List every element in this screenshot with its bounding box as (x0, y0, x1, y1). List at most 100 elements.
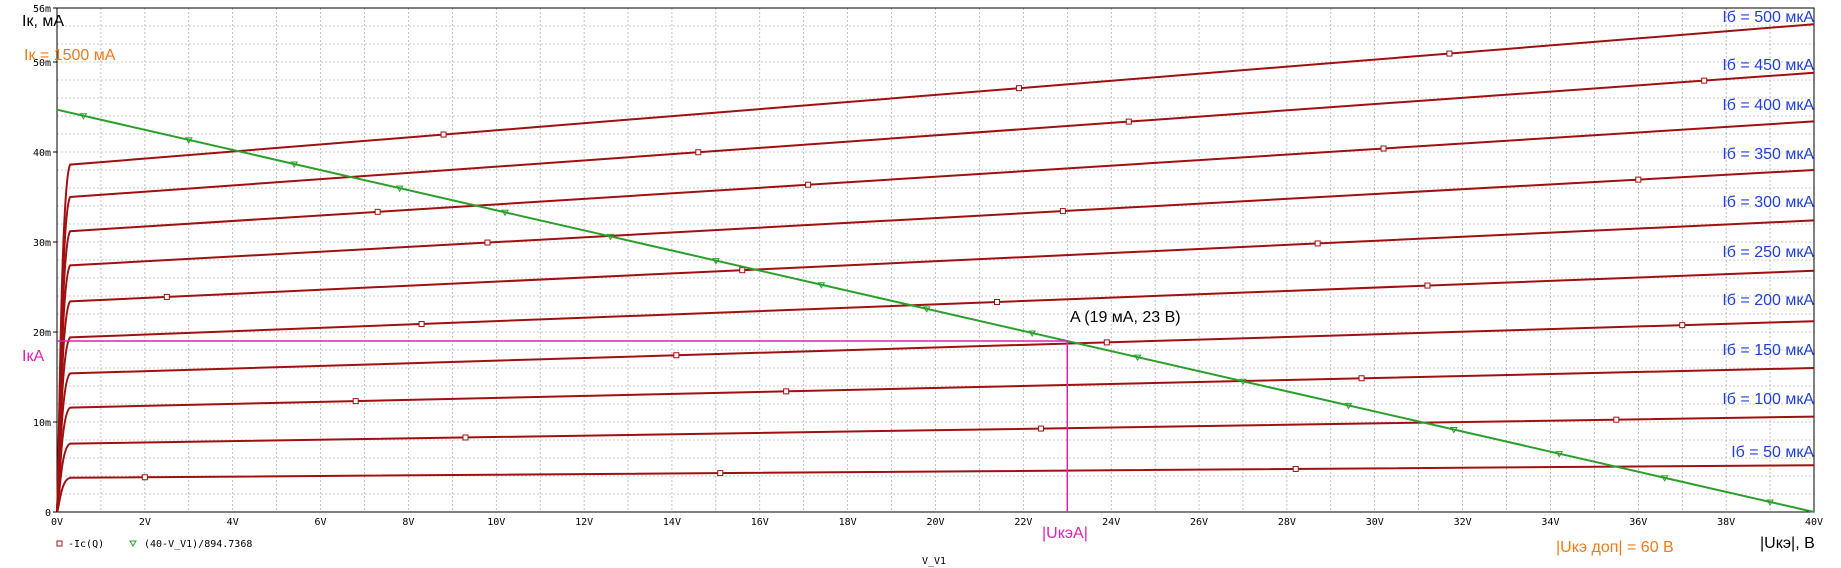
x-axis-label: V_V1 (922, 556, 946, 567)
load-line-marker (501, 209, 509, 217)
grid (57, 8, 1814, 512)
x-tick-label: 14V (663, 517, 681, 528)
y-tick-label: 10m (33, 418, 51, 429)
ib-label: Iб = 150 мкА (1722, 342, 1814, 359)
x-tick-label: 30V (1366, 517, 1384, 528)
curve-marker (462, 434, 469, 441)
curve-marker (739, 267, 746, 274)
ib-labels: Iб = 500 мкА Iб = 450 мкА Iб = 400 мкА Iб =… (1722, 9, 1814, 461)
ib-label: Iб = 500 мкА (1722, 9, 1814, 26)
load-line-marker (711, 258, 720, 265)
x-tick-label: 34V (1541, 517, 1559, 528)
curve-marker (1314, 240, 1321, 247)
legend-item-loadline: (40-V_V1)/894.7368 (144, 539, 252, 550)
load-line-marker (1133, 354, 1142, 362)
curve-ib-500 (56, 23, 1815, 513)
y-axis-title: Iк, мА (22, 13, 64, 30)
ika-label: IкА (22, 348, 44, 365)
curve-marker (1701, 77, 1708, 84)
curve-marker (1292, 465, 1299, 472)
ib-label: Iб = 100 мкА (1722, 391, 1814, 408)
load-line-marker (290, 161, 299, 168)
curve-marker (1635, 176, 1642, 183)
curve-marker (805, 181, 812, 188)
load-line-marker (1766, 499, 1774, 506)
curve-marker (673, 352, 680, 359)
curve-marker (484, 239, 491, 246)
curve-marker (1103, 339, 1110, 346)
point-a-label: A (19 мА, 23 В) (1070, 309, 1181, 326)
x-tick-label: 28V (1278, 517, 1296, 528)
x-tick-label: 22V (1014, 517, 1032, 528)
ib-label: Iб = 250 мкА (1722, 244, 1814, 261)
x-tick-label: 4V (227, 517, 239, 528)
curve-marker (717, 470, 724, 477)
curve-marker (1446, 50, 1453, 57)
ib-label: Iб = 450 мкА (1722, 57, 1814, 74)
y-tick-label: 20m (33, 328, 51, 339)
curve-marker (1125, 118, 1132, 125)
legend-triangle-marker (129, 540, 137, 547)
load-line-marker (1344, 402, 1353, 410)
curve-marker (1358, 375, 1365, 382)
ib-label: Iб = 50 мкА (1731, 444, 1814, 461)
load-line-marker (1239, 378, 1247, 386)
x-tick-label: 0V (51, 517, 63, 528)
x-tick-label: 16V (751, 517, 769, 528)
curve-marker (1613, 416, 1620, 423)
uke-dop-label: |Uкэ доп| = 60 В (1556, 539, 1674, 556)
legend-item-ic: -Ic(Q) (68, 539, 104, 550)
load-line-marker (1555, 451, 1564, 458)
curve-marker (374, 208, 381, 215)
x-tick-label: 18V (839, 517, 857, 528)
plot-frame (56, 7, 1815, 513)
y-tick-label: 56m (33, 4, 51, 15)
load-line (56, 108, 1815, 513)
x-tick-label: 26V (1190, 517, 1208, 528)
curve-marker (440, 131, 447, 138)
x-tick-label: 12V (575, 517, 593, 528)
load-line-marker (817, 282, 826, 289)
x-tick-label: 20V (926, 517, 944, 528)
x-tick-label: 10V (487, 517, 505, 528)
y-tick-label: 40m (33, 148, 51, 159)
x-tick-label: 24V (1102, 517, 1120, 528)
ukea-label: |UкэА| (1042, 525, 1088, 542)
curve-marker (1679, 322, 1686, 329)
load-line-marker (1449, 427, 1458, 434)
curve-marker (1037, 425, 1044, 432)
legend: -Ic(Q) (40-V_V1)/894.7368 (56, 539, 252, 550)
x-axis-title: |Uкэ|, В (1760, 535, 1815, 552)
ib-label: Iб = 350 мкА (1722, 146, 1814, 163)
curve-marker (352, 398, 359, 405)
curve-marker (695, 149, 702, 156)
curve-marker (1059, 208, 1066, 215)
load-line-marker (1660, 475, 1669, 482)
x-tick-label: 36V (1629, 517, 1647, 528)
curve-marker (141, 474, 148, 481)
curve-marker (1424, 282, 1431, 289)
curve-marker (1015, 85, 1022, 92)
load-line-path (56, 108, 1815, 513)
load-line-marker (395, 185, 404, 193)
ib-label: Iб = 400 мкА (1722, 97, 1814, 114)
load-line-marker (922, 306, 931, 313)
curve-marker (783, 388, 790, 395)
x-tick-label: 40V (1805, 517, 1823, 528)
load-line-marker (606, 233, 615, 241)
curve-marker (993, 299, 1000, 306)
x-tick-label: 6V (315, 517, 327, 528)
tick-labels: 0V 2V 4V 6V 8V 10V 12V 14V 16V 18V 20V 22V 24V 26V 28V… (33, 4, 1823, 528)
legend-square-marker (56, 540, 63, 547)
operating-point-lines (57, 340, 1069, 512)
x-tick-label: 8V (402, 517, 414, 528)
x-tick-label: 32V (1454, 517, 1472, 528)
load-line-marker (184, 137, 193, 144)
ib-label: Iб = 300 мкА (1722, 194, 1814, 211)
y-tick-label: 30m (33, 238, 51, 249)
y-tick-label: 0 (45, 508, 51, 519)
y-tick-label: 50m (33, 58, 51, 69)
ik-max-label: Iк = 1500 мА (24, 47, 116, 64)
curve-marker (163, 293, 170, 300)
